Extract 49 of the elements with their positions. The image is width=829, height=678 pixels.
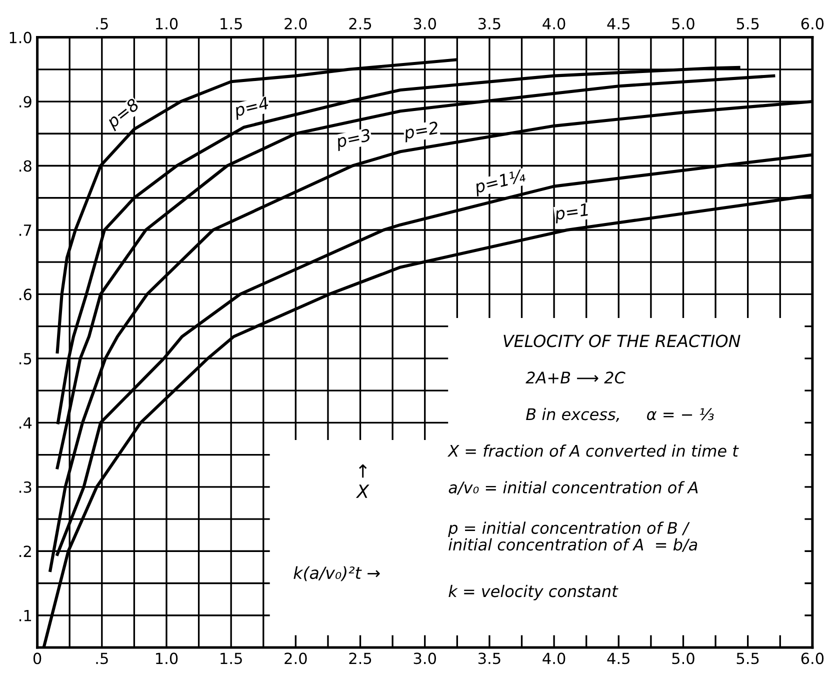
x2-tick-label: 1.0 bbox=[156, 18, 178, 30]
x-tick-label: 0 bbox=[33, 652, 42, 664]
text: p=1 bbox=[554, 203, 588, 224]
annotation: X = fraction of A converted in time t bbox=[447, 444, 739, 457]
x-tick-label: 3.5 bbox=[478, 652, 500, 664]
y-tick-label: .1 bbox=[20, 610, 32, 622]
x2-tick-label: 3.0 bbox=[414, 18, 436, 30]
annotation: p = initial concentration of B / initial concentration of A = b/a bbox=[448, 522, 698, 552]
x-axis-title: k(a/v₀)²t → bbox=[294, 566, 380, 582]
x2-tick-label: 3.5 bbox=[478, 18, 500, 30]
x2-tick-label: 1.5 bbox=[220, 18, 242, 30]
y-tick-label: .9 bbox=[20, 96, 32, 108]
text: p=1¼ bbox=[473, 168, 527, 197]
x-tick-label: 4.5 bbox=[607, 652, 630, 664]
annotation: B in excess, α = − ⅓ bbox=[526, 408, 714, 422]
x-tick-label: 1.0 bbox=[156, 652, 178, 664]
x-tick-label: .5 bbox=[96, 652, 108, 664]
text: p=3 bbox=[335, 128, 372, 152]
y-tick-label: .5 bbox=[20, 353, 32, 364]
x-tick-label: 1.5 bbox=[220, 652, 242, 664]
x2-tick-label: 5.5 bbox=[736, 18, 759, 30]
y-tick-label: .3 bbox=[20, 481, 32, 493]
x-tick-label: 5.0 bbox=[672, 652, 694, 664]
text: p=2 bbox=[402, 121, 440, 142]
x2-tick-label: 2.5 bbox=[349, 18, 372, 30]
x-tick-label: 2.0 bbox=[284, 652, 307, 664]
annotation: k = velocity constant bbox=[448, 584, 618, 600]
x-tick-label: 2.5 bbox=[349, 652, 372, 664]
x-tick-label: 4.0 bbox=[542, 652, 566, 664]
annotation: 2A+B ⟶ 2C bbox=[526, 372, 626, 384]
y-tick-label: .4 bbox=[20, 417, 32, 428]
y-axis-title: ↑ X bbox=[356, 464, 370, 498]
x2-tick-label: 4.0 bbox=[542, 18, 566, 30]
y-tick-label: 1.0 bbox=[10, 32, 32, 44]
y-tick-label: .6 bbox=[20, 288, 32, 300]
annotation: a/v₀ = initial concentration of A bbox=[448, 481, 698, 495]
x-tick-label: 6.0 bbox=[801, 652, 824, 664]
x-tick-label: 5.5 bbox=[736, 652, 759, 664]
x2-tick-label: 4.5 bbox=[607, 18, 630, 30]
y-tick-label: .8 bbox=[20, 160, 32, 172]
x2-tick-label: .5 bbox=[96, 18, 108, 30]
x-tick-label: 3.0 bbox=[414, 652, 436, 664]
x2-tick-label: 5.0 bbox=[672, 18, 694, 30]
text: p=4 bbox=[233, 96, 270, 120]
annotation: VELOCITY OF THE REACTION bbox=[504, 334, 740, 348]
y-tick-label: .7 bbox=[20, 224, 32, 236]
y-tick-label: .2 bbox=[20, 546, 31, 557]
x2-tick-label: 2.0 bbox=[284, 18, 307, 30]
x2-tick-label: 6.0 bbox=[801, 18, 824, 30]
